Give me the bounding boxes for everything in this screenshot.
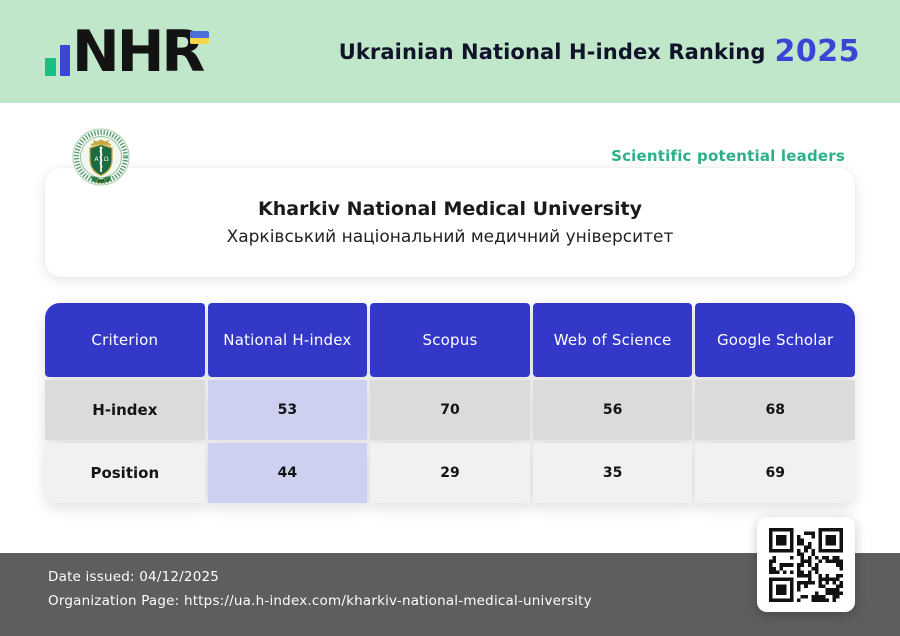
ranking-table: Criterion National H-index Scopus Web of… [45, 303, 855, 503]
svg-text:A: A [95, 156, 100, 163]
logo-bar-blue-icon [60, 45, 70, 76]
date-issued-label: Date issued: [48, 569, 135, 585]
title-text: Ukrainian National H-index Ranking [338, 39, 766, 64]
cell-h-index-scopus: 70 [370, 380, 530, 440]
ukraine-flag-icon [190, 31, 209, 44]
column-header-criterion: Criterion [45, 303, 205, 377]
column-header-google-scholar: Google Scholar [695, 303, 855, 377]
organization-page-line: Organization Page: https://ua.h-index.co… [48, 593, 592, 609]
cell-h-index-scholar: 68 [695, 380, 855, 440]
row-label-h-index: H-index [45, 380, 205, 440]
cell-position-scopus: 29 [370, 443, 530, 503]
organization-page-url[interactable]: https://ua.h-index.com/kharkiv-national-… [183, 593, 592, 609]
logo-text: NHR [72, 19, 205, 86]
column-header-national-h-index: National H-index [207, 303, 368, 377]
page-title: Ukrainian National H-index Ranking 2025 [339, 0, 860, 103]
university-name-card: Kharkiv National Medical University Харк… [45, 168, 855, 277]
cell-position-wos: 35 [532, 443, 693, 503]
university-name-en: Kharkiv National Medical University [258, 198, 642, 220]
header-band: NHR Ukrainian National H-index Ranking 2… [0, 0, 900, 103]
organization-page-label: Organization Page: [48, 593, 180, 609]
qr-code-card [757, 517, 855, 612]
column-header-web-of-science: Web of Science [532, 303, 693, 377]
date-issued-value: 04/12/2025 [139, 569, 220, 585]
cell-position-national: 44 [207, 443, 368, 503]
cell-position-scholar: 69 [695, 443, 855, 503]
footer: Date issued: 04/12/2025 Organization Pag… [0, 553, 900, 636]
row-label-position: Position [45, 443, 205, 503]
logo-bar-green-icon [45, 58, 56, 76]
svg-text:Ω: Ω [104, 156, 109, 163]
qr-code [769, 527, 843, 602]
nhr-logo: NHR [45, 19, 205, 86]
status-badge: Scientific potential leaders [611, 147, 845, 165]
date-issued-line: Date issued: 04/12/2025 [48, 569, 219, 585]
cell-h-index-national: 53 [207, 380, 368, 440]
cell-h-index-wos: 56 [532, 380, 693, 440]
column-header-scopus: Scopus [370, 303, 530, 377]
title-year: 2025 [774, 34, 860, 69]
university-name-uk: Харківський національний медичний універ… [226, 227, 674, 247]
university-emblem-icon: A Ω [72, 128, 130, 186]
